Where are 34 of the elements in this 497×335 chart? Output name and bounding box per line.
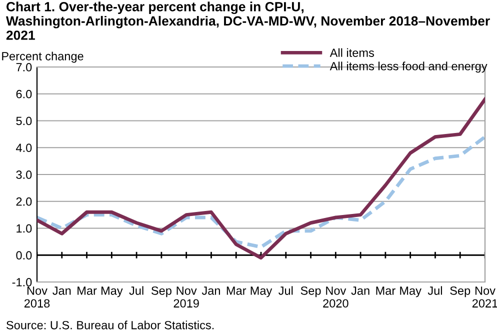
y-tick-label: 7.0 — [16, 63, 32, 72]
y-tick-label: 6.0 — [16, 90, 32, 98]
x-tick-label: Mar — [226, 286, 246, 295]
x-tick-label: Jul — [278, 286, 293, 295]
x-tick-label: May — [101, 286, 123, 298]
line-series — [37, 135, 485, 249]
x-tick-label: Jul — [428, 286, 442, 295]
x-tick-label: Nov 2020 — [323, 286, 348, 308]
x-tick-label: Jan — [351, 286, 370, 295]
x-tick-label: Sep — [450, 286, 470, 298]
x-tick-label: Jan — [202, 286, 220, 295]
y-tick-label: 2.0 — [16, 197, 32, 206]
y-axis-title: Percent change — [2, 52, 84, 63]
x-tick-label: Jul — [129, 286, 144, 295]
y-tick-label: 5.0 — [16, 116, 32, 126]
x-tick-label: Jan — [52, 286, 71, 295]
x-tick-label: Sep — [300, 286, 321, 298]
y-tick-label: 1.0 — [16, 224, 32, 233]
legend-label: All items less food and energy — [330, 62, 488, 73]
y-tick-label: 4.0 — [16, 144, 32, 152]
x-tick-label: May — [250, 286, 272, 298]
y-tick-label: 0.0 — [16, 251, 32, 260]
y-tick-label: 3.0 — [16, 170, 32, 179]
x-tick-label: Mar — [376, 286, 396, 295]
x-tick-label: May — [400, 286, 422, 298]
y-tick-label: -1.0 — [12, 278, 32, 286]
x-tick-label: Mar — [78, 286, 97, 295]
line-series — [37, 98, 485, 260]
source-note: Source: U.S. Bureau of Labor Statistics. — [6, 320, 214, 330]
x-tick-label: Nov 2018 — [24, 286, 50, 308]
x-tick-label: Sep — [151, 286, 172, 298]
x-tick-label: Nov 2019 — [174, 286, 199, 308]
legend-label: All items — [330, 48, 374, 57]
chart-title: Chart 1. Over-the-year percent change in CPI-U, Washington-Arlington-Alexandria, DC-VA-MD-WV, November 2018–November 2021 — [6, 2, 490, 40]
